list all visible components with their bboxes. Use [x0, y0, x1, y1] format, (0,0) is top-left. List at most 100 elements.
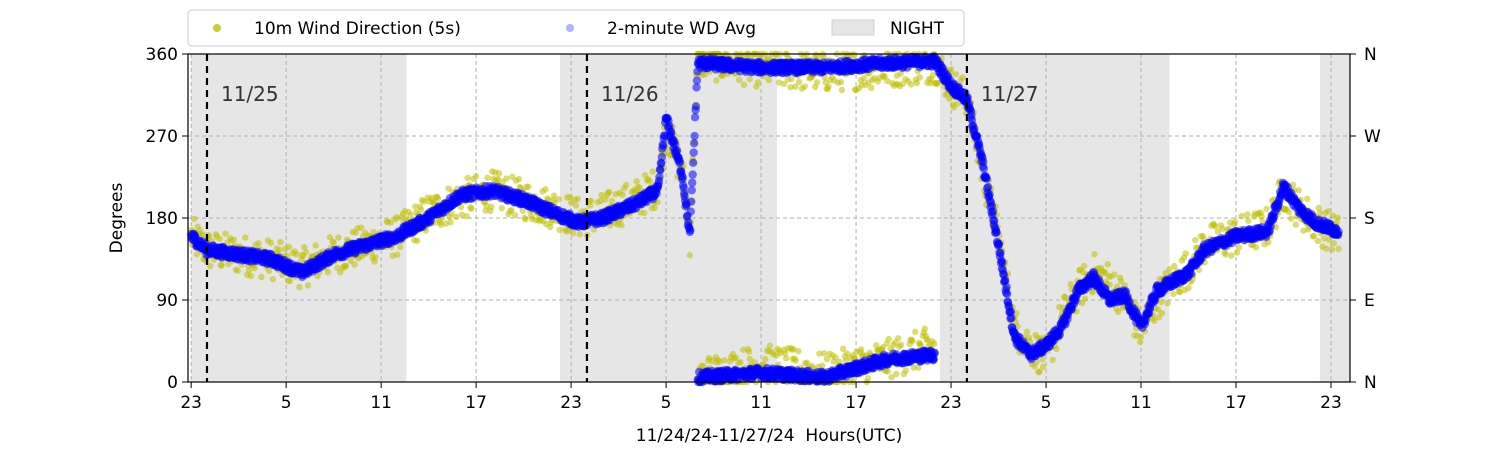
data-point [1158, 309, 1166, 317]
day-boundary-label: 11/25 [221, 82, 279, 106]
data-point [970, 124, 979, 133]
data-point [245, 267, 253, 274]
data-point [1287, 215, 1295, 222]
data-point [342, 262, 350, 270]
data-point [576, 231, 583, 238]
data-point [1292, 221, 1300, 228]
data-point [1115, 308, 1122, 315]
data-point [1002, 289, 1012, 299]
data-point [881, 72, 888, 80]
x-tick-label: 23 [180, 393, 202, 413]
data-point [247, 272, 255, 280]
y2-tick-label: S [1364, 209, 1375, 229]
data-point [434, 195, 442, 202]
data-point [656, 165, 665, 175]
data-point [1233, 249, 1241, 256]
data-point [873, 342, 880, 349]
data-point [304, 282, 312, 289]
data-point [657, 159, 666, 168]
data-point [1334, 227, 1343, 236]
data-point [494, 175, 502, 183]
data-point [745, 348, 753, 355]
data-point [387, 219, 394, 226]
data-point [689, 148, 698, 157]
data-point [351, 261, 358, 268]
x-tick-label: 17 [845, 393, 867, 413]
data-point [1182, 250, 1189, 257]
data-points-layer [186, 50, 1343, 387]
data-point [787, 84, 794, 91]
data-point [713, 77, 720, 84]
data-point [393, 214, 400, 221]
data-point [258, 273, 265, 281]
data-point [1137, 333, 1145, 341]
data-point [792, 357, 799, 364]
y2-tick-label: N [1364, 45, 1377, 65]
data-point [623, 181, 630, 189]
data-point [700, 362, 707, 370]
data-point [820, 53, 827, 60]
data-point [234, 267, 241, 274]
data-point [839, 345, 847, 353]
x-tick-label: 23 [1320, 393, 1342, 413]
data-point [688, 170, 697, 179]
data-point [736, 76, 743, 84]
data-point [218, 262, 225, 269]
data-point [1166, 266, 1173, 273]
data-point [357, 224, 365, 231]
data-point [1067, 281, 1074, 288]
data-point [843, 350, 851, 357]
data-point [820, 350, 828, 357]
data-point [914, 364, 922, 371]
data-point [407, 211, 414, 219]
data-point [857, 346, 865, 353]
data-point [1295, 187, 1302, 194]
data-point [542, 186, 549, 193]
data-point [312, 242, 319, 249]
data-point [907, 81, 915, 88]
y2-tick-label: W [1364, 127, 1381, 147]
data-point [959, 74, 966, 81]
data-point [860, 75, 867, 82]
data-point [324, 268, 332, 276]
data-point [996, 248, 1005, 258]
data-point [655, 172, 664, 182]
data-point [452, 213, 460, 221]
data-point [285, 243, 293, 251]
data-point [619, 191, 626, 199]
data-point [1259, 218, 1266, 225]
data-point [801, 83, 808, 90]
data-point [1055, 330, 1065, 339]
data-point [277, 238, 284, 246]
wd-2min-avg-series [186, 52, 1343, 387]
data-point [508, 206, 515, 214]
data-point [888, 374, 895, 381]
data-point [608, 197, 616, 205]
data-point [686, 225, 695, 235]
data-point [511, 211, 519, 219]
data-point [983, 182, 993, 192]
legend-swatch-night [831, 19, 875, 36]
data-point [994, 240, 1004, 249]
y2-tick-label: N [1364, 373, 1377, 393]
data-point [1081, 295, 1089, 302]
data-point [1002, 282, 1011, 292]
data-point [276, 246, 283, 254]
data-point [522, 216, 529, 223]
y-tick-label: 360 [146, 45, 178, 65]
data-point [688, 158, 698, 167]
data-point [417, 206, 425, 213]
data-point [988, 207, 998, 216]
data-point [868, 84, 875, 92]
data-point [1164, 299, 1171, 307]
legend-swatch-wd-avg [566, 24, 574, 32]
data-point [1214, 228, 1222, 235]
data-point [659, 141, 668, 150]
data-point [414, 237, 421, 244]
data-point [990, 216, 999, 226]
data-point [255, 240, 262, 247]
data-point [556, 226, 563, 234]
data-point [788, 75, 795, 83]
data-point [1231, 218, 1239, 225]
